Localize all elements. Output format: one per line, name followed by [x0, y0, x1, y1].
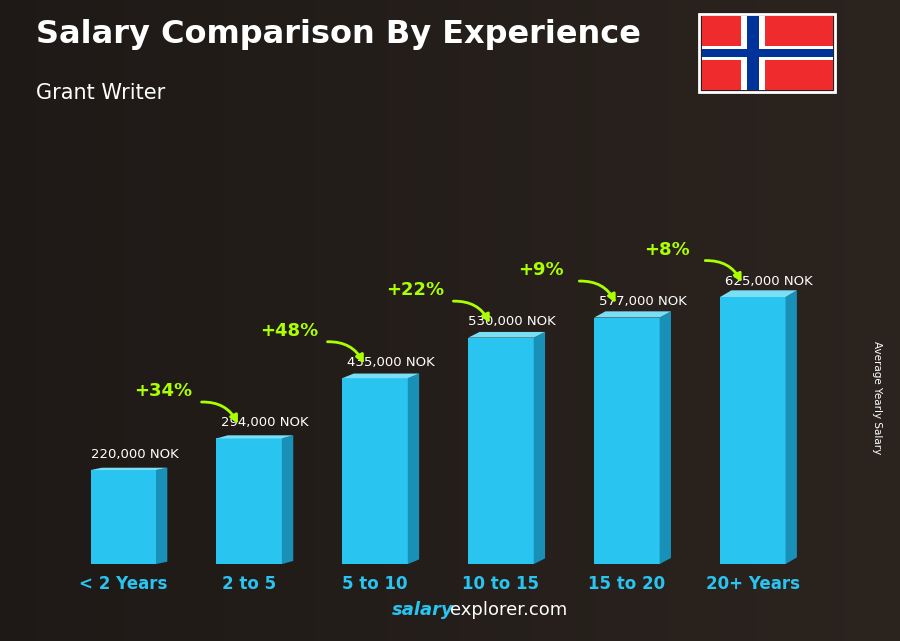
- Text: Salary Comparison By Experience: Salary Comparison By Experience: [36, 19, 641, 50]
- Polygon shape: [282, 435, 293, 564]
- Polygon shape: [91, 468, 167, 470]
- Text: +22%: +22%: [386, 281, 445, 299]
- Polygon shape: [786, 290, 796, 564]
- Bar: [468, 338, 534, 564]
- Text: +34%: +34%: [134, 382, 193, 400]
- Polygon shape: [468, 332, 545, 338]
- Text: 625,000 NOK: 625,000 NOK: [725, 274, 813, 288]
- Bar: [720, 297, 786, 564]
- Polygon shape: [408, 374, 419, 564]
- Text: 435,000 NOK: 435,000 NOK: [347, 356, 435, 369]
- Text: 530,000 NOK: 530,000 NOK: [468, 315, 556, 328]
- Text: Grant Writer: Grant Writer: [36, 83, 166, 103]
- Text: salary: salary: [392, 601, 454, 619]
- Polygon shape: [660, 312, 671, 564]
- Text: explorer.com: explorer.com: [450, 601, 567, 619]
- Polygon shape: [594, 312, 671, 317]
- Text: 220,000 NOK: 220,000 NOK: [91, 447, 178, 461]
- Text: 577,000 NOK: 577,000 NOK: [599, 295, 687, 308]
- Text: 294,000 NOK: 294,000 NOK: [221, 416, 309, 429]
- Bar: [594, 317, 660, 564]
- Polygon shape: [156, 468, 167, 564]
- Polygon shape: [216, 435, 293, 438]
- Polygon shape: [720, 290, 796, 297]
- Text: +48%: +48%: [260, 322, 319, 340]
- Text: +9%: +9%: [518, 261, 564, 279]
- Polygon shape: [342, 374, 419, 378]
- Polygon shape: [534, 332, 545, 564]
- Bar: [216, 438, 282, 564]
- Bar: [91, 470, 156, 564]
- Text: Average Yearly Salary: Average Yearly Salary: [872, 341, 883, 454]
- Text: +8%: +8%: [644, 240, 690, 258]
- Bar: [342, 378, 408, 564]
